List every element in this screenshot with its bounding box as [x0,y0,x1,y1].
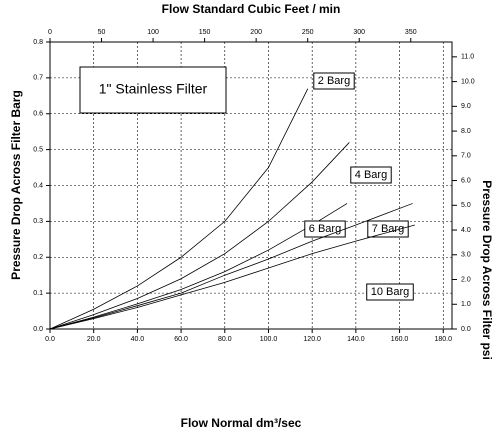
y2-tick-label: 6.0 [461,177,471,184]
y-axis-title: Pressure Drop Across Filter Barg [9,90,23,280]
series-label: 4 Barg [355,169,387,181]
x-tick-label: 60.0 [174,336,188,343]
x-tick-label: 40.0 [131,336,145,343]
x2-tick-label: 0 [48,29,52,36]
series-label: 2 Barg [318,75,350,87]
y2-tick-label: 8.0 [461,128,471,135]
x-tick-label: 120.0 [303,336,321,343]
y-tick-label: 0.4 [33,182,43,189]
y-tick-label: 0.3 [33,218,43,225]
y2-axis-title: Pressure Drop Across Filter psi [480,180,492,360]
plot-frame [49,41,453,330]
series-label: 10 Barg [371,286,410,298]
y2-tick-label: 11.0 [461,54,474,61]
x2-tick-label: 150 [199,29,211,36]
series-line [49,224,415,330]
series-label-box [313,72,355,90]
y-tick-label: 0.5 [33,146,43,153]
x2-tick-label: 100 [147,29,159,36]
x-tick-label: 180.0 [434,336,452,343]
x-axis-title: Flow Normal dm³/sec [181,416,302,430]
x-tick-label: 0.0 [45,336,55,343]
x2-tick-label: 250 [302,29,314,36]
y2-tick-label: 0.0 [461,326,471,333]
y2-tick-label: 9.0 [461,103,471,110]
y2-tick-label: 5.0 [461,202,471,209]
series-label-box [366,283,414,301]
series-line [49,142,350,330]
x2-tick-label: 200 [250,29,262,36]
series-label-box [367,220,409,238]
x2-tick-label: 50 [98,29,106,36]
y2-tick-label: 10.0 [461,78,475,85]
y-tick-label: 0.0 [33,326,43,333]
series-label: 7 Barg [372,223,404,235]
x-tick-label: 80.0 [218,336,232,343]
y2-tick-label: 1.0 [461,301,471,308]
x-tick-label: 160.0 [391,336,409,343]
y-tick-label: 0.6 [33,111,43,118]
y2-tick-label: 7.0 [461,153,471,160]
series-label: 6 Barg [309,223,341,235]
x-tick-label: 100.0 [260,336,278,343]
y2-tick-label: 3.0 [461,252,471,259]
y-tick-label: 0.8 [33,39,43,46]
y-tick-label: 0.7 [33,75,43,82]
title-box [79,66,227,114]
x2-tick-label: 350 [405,29,417,36]
series-line [49,203,413,330]
series-line [49,88,309,330]
x-tick-label: 140.0 [347,336,365,343]
x2-axis-title: Flow Standard Cubic Feet / min [162,2,341,16]
x2-tick-label: 300 [353,29,365,36]
y-tick-label: 0.2 [33,254,43,261]
x-tick-label: 20.0 [87,336,101,343]
chart-title: 1" Stainless Filter [99,81,208,97]
y-tick-label: 0.1 [33,290,43,297]
series-label-box [350,166,392,184]
y2-tick-label: 4.0 [461,227,471,234]
y2-tick-label: 2.0 [461,276,471,283]
